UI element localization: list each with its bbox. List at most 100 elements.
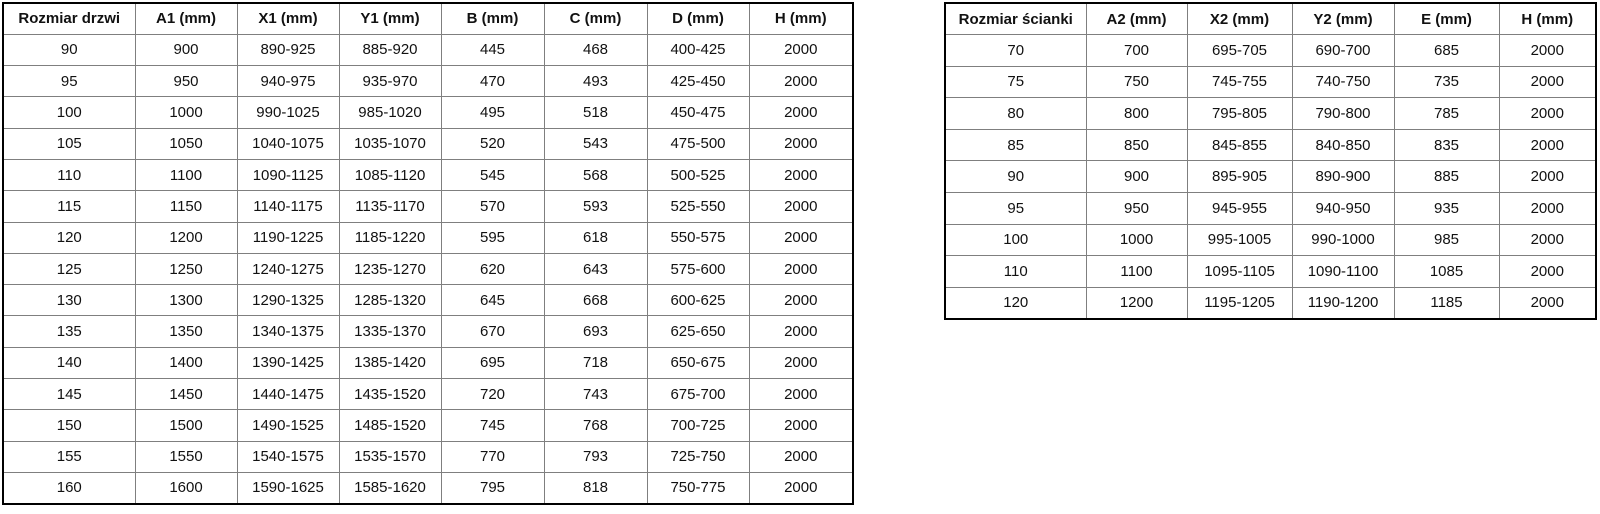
table-row: 80 800 795-805 790-800 785 2000 (944, 97, 1597, 130)
table-cell: 80 (944, 97, 1087, 130)
table-cell: 1050 (134, 127, 238, 160)
table-cell: 618 (543, 221, 648, 254)
table-row: 120 1200 1195-1205 1190-1200 1185 2000 (944, 286, 1597, 320)
table-cell: 2000 (748, 127, 854, 160)
table-row: 75 750 745-755 740-750 735 2000 (944, 65, 1597, 99)
table-cell: 1000 (1085, 223, 1188, 257)
table-cell: 1135-1170 (338, 190, 442, 223)
table-cell: 470 (440, 65, 545, 98)
table-cell: 650-675 (646, 346, 750, 380)
door-size-table: Rozmiar drzwi A1 (mm) X1 (mm) Y1 (mm) B (mm)… (2, 2, 854, 505)
table-cell: 900 (134, 33, 238, 67)
column-header: D (mm) (646, 2, 750, 35)
table-cell: 1290-1325 (236, 284, 340, 317)
table-cell: 475-500 (646, 127, 750, 160)
table-row: 150 1500 1490-1525 1485-1520 745 768 700-725 20… (2, 409, 854, 442)
table-cell: 525-550 (646, 190, 750, 223)
table-cell: 1100 (134, 158, 238, 192)
table-row: 140 1400 1390-1425 1385-1420 695 718 650-675 20… (2, 346, 854, 380)
table-cell: 940-950 (1291, 192, 1395, 225)
table-cell: 1535-1570 (338, 440, 442, 473)
table-cell: 400-425 (646, 33, 750, 67)
table-cell: 1400 (134, 346, 238, 380)
table-cell: 1240-1275 (236, 252, 340, 286)
column-header: Rozmiar ścianki (944, 2, 1087, 36)
table-cell: 1185 (1393, 286, 1500, 320)
table-cell: 2000 (1498, 255, 1597, 288)
table-cell: 950 (1085, 192, 1188, 225)
table-cell: 1140-1175 (236, 190, 340, 223)
column-header: B (mm) (440, 2, 545, 35)
table-cell: 643 (543, 252, 648, 286)
table-cell: 2000 (748, 33, 854, 67)
table-cell: 500-525 (646, 158, 750, 192)
table-cell: 70 (944, 34, 1087, 67)
table-cell: 2000 (1498, 286, 1597, 320)
table-cell: 1200 (134, 221, 238, 254)
column-header: A1 (mm) (134, 2, 238, 35)
table-cell: 2000 (748, 252, 854, 286)
table-cell: 670 (440, 315, 545, 348)
table-cell: 1185-1220 (338, 221, 442, 254)
table-row: 95 950 940-975 935-970 470 493 425-450 2000 (2, 65, 854, 98)
table-cell: 2000 (748, 221, 854, 254)
table-cell: 1090-1100 (1291, 255, 1395, 288)
table-row: 85 850 845-855 840-850 835 2000 (944, 128, 1597, 162)
table-cell: 695-705 (1186, 34, 1293, 67)
table-cell: 90 (944, 160, 1087, 194)
table-cell: 445 (440, 33, 545, 67)
table-cell: 468 (543, 33, 648, 67)
table-cell: 2000 (1498, 34, 1597, 67)
table-cell: 150 (2, 409, 136, 442)
table-row: 110 1100 1090-1125 1085-1120 545 568 500-525 20… (2, 158, 854, 192)
table-cell: 2000 (1498, 160, 1597, 194)
table-cell: 990-1025 (236, 96, 340, 129)
table-cell: 1100 (1085, 255, 1188, 288)
table-cell: 2000 (748, 440, 854, 473)
table-cell: 550-575 (646, 221, 750, 254)
table-cell: 1440-1475 (236, 378, 340, 411)
column-header: X1 (mm) (236, 2, 340, 35)
column-header: Rozmiar drzwi (2, 2, 136, 35)
table-cell: 545 (440, 158, 545, 192)
table-cell: 935-970 (338, 65, 442, 98)
table-cell: 985 (1393, 223, 1500, 257)
table-cell: 75 (944, 65, 1087, 99)
table-cell: 1335-1370 (338, 315, 442, 348)
table-cell: 1150 (134, 190, 238, 223)
table-cell: 1500 (134, 409, 238, 442)
column-header: C (mm) (543, 2, 648, 35)
table-cell: 685 (1393, 34, 1500, 67)
table-cell: 140 (2, 346, 136, 380)
table-header-row: Rozmiar drzwi A1 (mm) X1 (mm) Y1 (mm) B (mm)… (2, 2, 854, 35)
table-cell: 2000 (1498, 65, 1597, 99)
table-row: 110 1100 1095-1105 1090-1100 1085 2000 (944, 255, 1597, 288)
table-cell: 120 (2, 221, 136, 254)
column-header: H (mm) (1498, 2, 1597, 36)
table-cell: 543 (543, 127, 648, 160)
table-cell: 768 (543, 409, 648, 442)
table-row: 135 1350 1340-1375 1335-1370 670 693 625-650 20… (2, 315, 854, 348)
table-cell: 795 (440, 471, 545, 505)
table-cell: 725-750 (646, 440, 750, 473)
table-row: 155 1550 1540-1575 1535-1570 770 793 725-750 20… (2, 440, 854, 473)
column-header: E (mm) (1393, 2, 1500, 36)
table-cell: 450-475 (646, 96, 750, 129)
table-cell: 595 (440, 221, 545, 254)
table-cell: 700-725 (646, 409, 750, 442)
table-cell: 885-920 (338, 33, 442, 67)
table-cell: 1195-1205 (1186, 286, 1293, 320)
table-row: 100 1000 995-1005 990-1000 985 2000 (944, 223, 1597, 257)
table-row: 105 1050 1040-1075 1035-1070 520 543 475-500 20… (2, 127, 854, 160)
table-row: 125 1250 1240-1275 1235-1270 620 643 575-600 20… (2, 252, 854, 286)
wall-size-table: Rozmiar ścianki A2 (mm) X2 (mm) Y2 (mm) E (m… (944, 2, 1597, 320)
table-cell: 620 (440, 252, 545, 286)
table-cell: 520 (440, 127, 545, 160)
table-row: 90 900 890-925 885-920 445 468 400-425 2000 (2, 33, 854, 67)
table-cell: 935 (1393, 192, 1500, 225)
table-row: 115 1150 1140-1175 1135-1170 570 593 525-550 20… (2, 190, 854, 223)
table-cell: 425-450 (646, 65, 750, 98)
table-cell: 95 (2, 65, 136, 98)
column-header: X2 (mm) (1186, 2, 1293, 36)
